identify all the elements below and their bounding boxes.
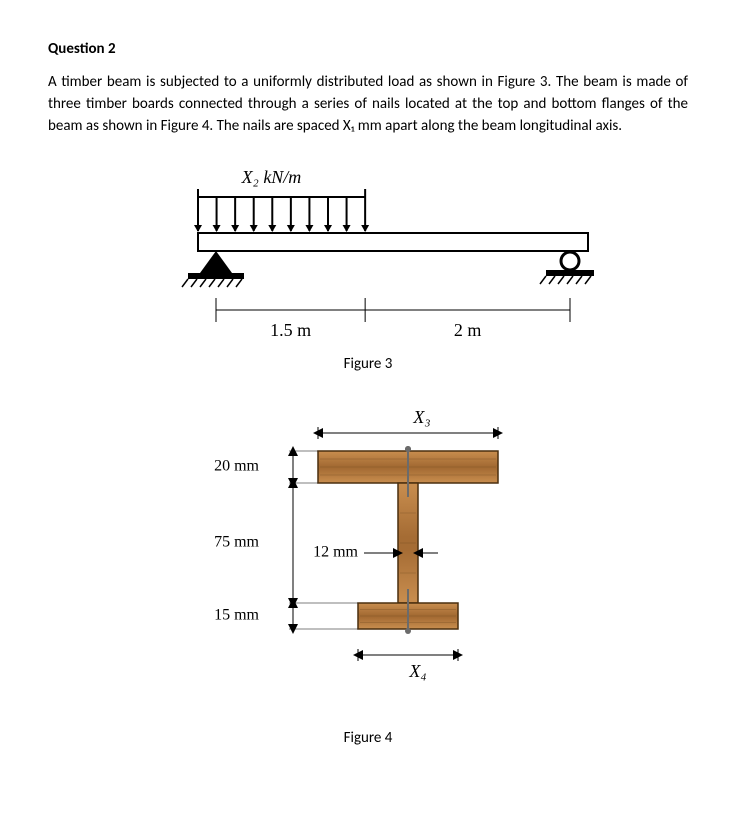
- svg-text:2 m: 2 m: [454, 320, 482, 340]
- figure-4-caption: Figure 4: [48, 729, 688, 747]
- svg-text:X₄: X₄: [408, 661, 426, 681]
- figure-3-caption: Figure 3: [48, 355, 688, 373]
- beam-diagram: X₂ kN/m 1.5 m 2 m: [108, 155, 628, 345]
- svg-text:X₃: X₃: [412, 407, 430, 427]
- figure-4: X₃ 20 mm 75 mm 15 mm 12 mm X₄: [48, 399, 688, 719]
- svg-text:X₂ kN/m: X₂ kN/m: [241, 167, 302, 187]
- question-body: A timber beam is subjected to a uniforml…: [48, 72, 688, 137]
- svg-text:1.5 m: 1.5 m: [270, 320, 311, 340]
- question-heading: Question 2: [48, 40, 688, 58]
- cross-section-diagram: X₃ 20 mm 75 mm 15 mm 12 mm X₄: [188, 399, 548, 719]
- svg-text:12 mm: 12 mm: [313, 544, 358, 561]
- figure-3: X₂ kN/m 1.5 m 2 m: [48, 155, 688, 345]
- svg-text:75 mm: 75 mm: [214, 534, 259, 551]
- svg-text:15 mm: 15 mm: [214, 607, 259, 624]
- svg-text:20 mm: 20 mm: [214, 458, 259, 475]
